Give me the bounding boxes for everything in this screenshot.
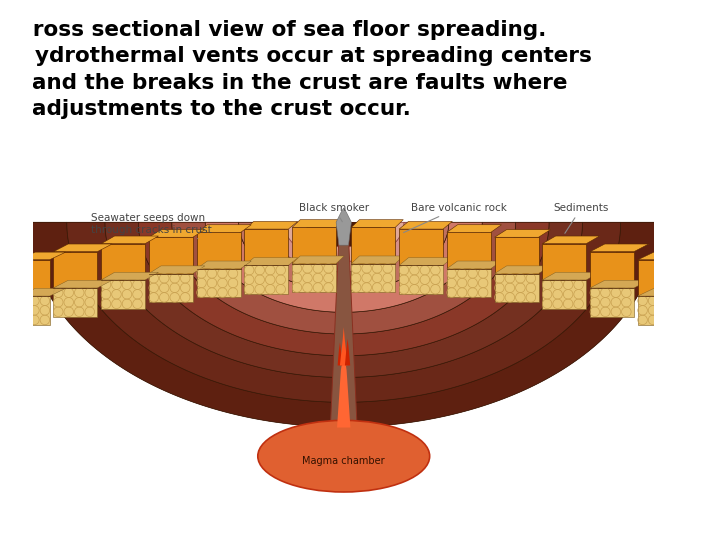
Polygon shape [172,222,516,334]
Polygon shape [345,339,350,366]
Polygon shape [53,252,97,288]
Polygon shape [149,237,193,274]
Polygon shape [447,225,501,232]
Polygon shape [638,260,668,296]
Polygon shape [590,244,649,252]
Polygon shape [267,222,420,272]
Polygon shape [239,222,449,291]
Polygon shape [19,260,50,296]
Ellipse shape [258,420,430,492]
Polygon shape [205,222,482,312]
Polygon shape [351,220,403,227]
Polygon shape [447,261,501,269]
Polygon shape [29,222,659,427]
Polygon shape [53,244,112,252]
Polygon shape [244,221,297,229]
Polygon shape [292,227,336,264]
Polygon shape [340,327,348,366]
Polygon shape [495,230,551,237]
Polygon shape [399,221,452,229]
Polygon shape [53,288,97,316]
Polygon shape [292,220,344,227]
Polygon shape [542,272,600,280]
Polygon shape [495,237,539,274]
Polygon shape [149,266,205,274]
Polygon shape [495,266,551,274]
Polygon shape [638,252,685,260]
Polygon shape [197,232,240,269]
Polygon shape [244,258,297,265]
Polygon shape [244,265,288,294]
Text: Cross sectional view of sea floor spreading.
Hydrothermal vents occur at spreadi: Cross sectional view of sea floor spread… [17,20,592,119]
Polygon shape [447,232,491,269]
Polygon shape [102,236,158,244]
Polygon shape [447,269,491,298]
Polygon shape [638,296,668,325]
Polygon shape [244,229,288,265]
Polygon shape [102,244,145,280]
Text: Black smoker: Black smoker [299,202,369,222]
Polygon shape [149,274,193,302]
Polygon shape [495,274,539,302]
Polygon shape [337,351,351,428]
Polygon shape [67,222,621,402]
Polygon shape [197,269,240,298]
Polygon shape [638,288,685,296]
Polygon shape [19,288,66,296]
Polygon shape [197,225,251,232]
Polygon shape [19,252,66,260]
Polygon shape [149,230,205,237]
Polygon shape [53,280,112,288]
Polygon shape [399,258,452,265]
Polygon shape [542,236,600,244]
Polygon shape [590,288,634,316]
Polygon shape [138,222,549,356]
Polygon shape [284,222,404,261]
Polygon shape [351,264,395,292]
Polygon shape [330,237,357,428]
Polygon shape [336,208,351,245]
Polygon shape [590,252,634,288]
Polygon shape [292,256,344,264]
Polygon shape [292,264,336,292]
Polygon shape [399,265,443,294]
Polygon shape [399,229,443,265]
Polygon shape [542,244,586,280]
Polygon shape [197,261,251,269]
Polygon shape [351,227,395,264]
Polygon shape [590,280,649,288]
Polygon shape [102,280,145,308]
Polygon shape [542,280,586,308]
Bar [0,12,33,528]
Polygon shape [105,222,582,377]
Text: Sediments: Sediments [554,202,609,233]
Polygon shape [102,272,158,280]
Text: Seawater seeps down
through cracks in crust: Seawater seeps down through cracks in cr… [91,213,212,239]
Polygon shape [351,256,403,264]
Polygon shape [29,222,659,427]
Polygon shape [338,342,342,366]
Bar [654,12,688,528]
Polygon shape [19,296,50,325]
Text: Magma chamber: Magma chamber [302,456,385,466]
Text: Bare volcanic rock: Bare volcanic rock [403,202,506,233]
